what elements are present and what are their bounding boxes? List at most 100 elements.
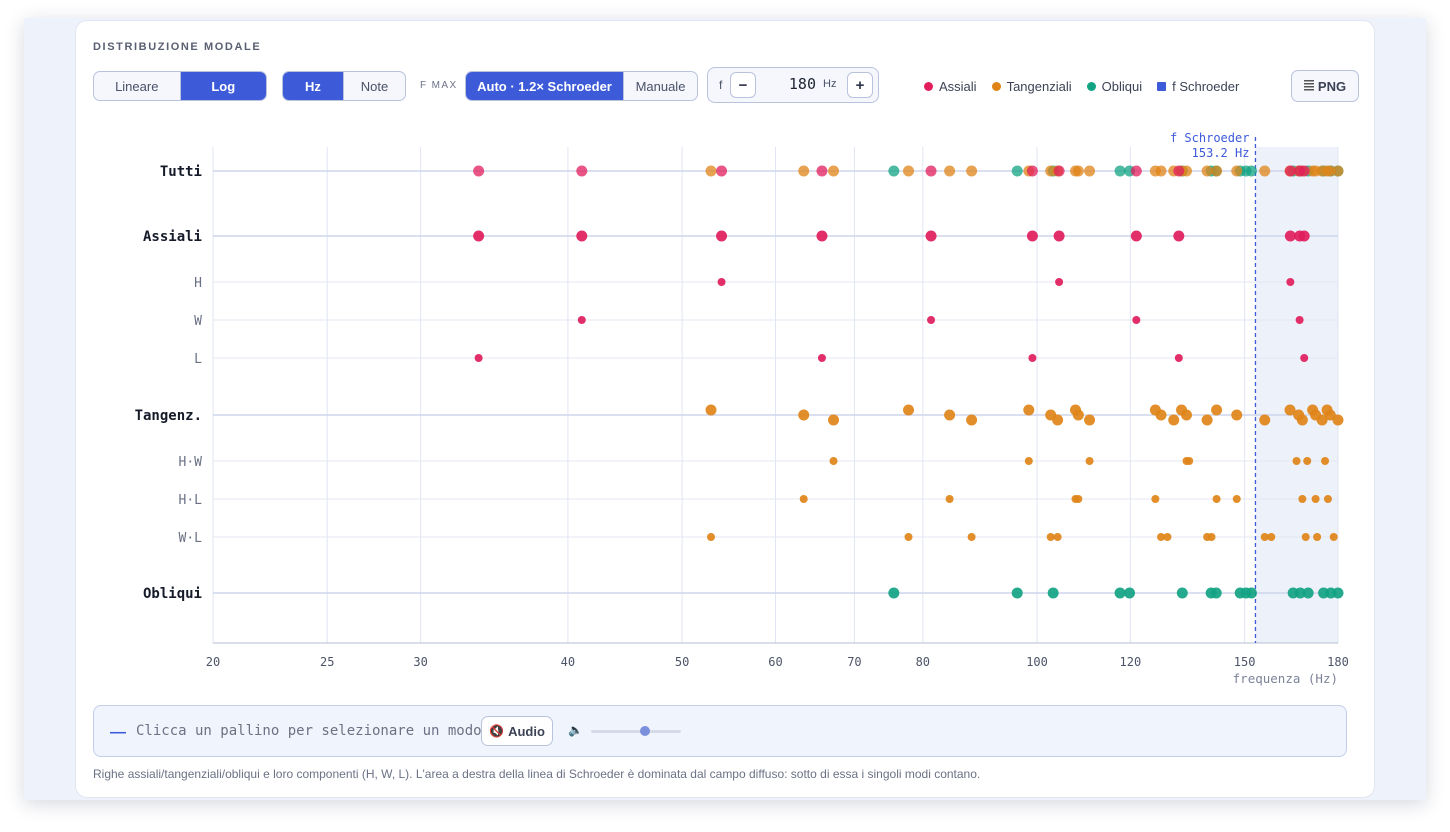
component-point	[1300, 354, 1309, 362]
row-label: H	[194, 276, 202, 291]
row-label: Tutti	[160, 164, 202, 180]
mode-point	[1181, 409, 1193, 421]
legend-swatch-oblique	[1086, 82, 1096, 91]
component-point	[1311, 495, 1320, 503]
all-modes-point	[1114, 165, 1126, 177]
component-point	[474, 354, 483, 362]
mode-point	[1294, 587, 1306, 599]
all-modes-point	[1211, 165, 1223, 177]
mode-point	[1332, 414, 1344, 426]
scale-toggle: Lineare Log	[93, 71, 267, 101]
component-point	[1232, 495, 1241, 503]
mode-point	[1114, 587, 1126, 599]
all-modes-point	[888, 165, 900, 177]
mode-point	[1026, 230, 1038, 242]
all-modes-point	[1284, 165, 1296, 177]
all-modes-point	[1201, 165, 1213, 177]
all-modes-point	[473, 165, 485, 177]
scale-log-button[interactable]: Log	[179, 72, 266, 100]
fmax-auto-button[interactable]: Auto · 1.2× Schroeder	[466, 72, 623, 100]
mode-point	[1023, 404, 1035, 416]
component-point	[1267, 533, 1276, 541]
x-tick-label: 25	[320, 655, 334, 669]
row-label: W·L	[179, 531, 203, 546]
x-tick-label: 80	[916, 655, 930, 669]
mode-point	[966, 414, 978, 426]
mode-point	[1316, 414, 1328, 426]
component-point	[1028, 354, 1037, 362]
mode-point	[1245, 587, 1257, 599]
component-point	[1055, 278, 1064, 286]
mode-point	[1011, 587, 1023, 599]
mode-point	[1259, 414, 1271, 426]
legend-label-oblique: Obliqui	[1101, 79, 1143, 94]
legend-item-axial: Assiali	[924, 79, 977, 94]
selection-hint: Clicca un pallino per selezionare un mod…	[136, 723, 482, 739]
mode-point	[1155, 409, 1167, 421]
mode-point	[716, 230, 728, 242]
component-point	[799, 495, 808, 503]
component-point	[904, 533, 913, 541]
component-point	[817, 354, 826, 362]
volume-slider[interactable]	[591, 730, 681, 733]
all-modes-point	[1026, 165, 1038, 177]
component-point	[1046, 533, 1055, 541]
mode-point	[473, 230, 485, 242]
selection-bar: — Clicca un pallino per selezionare un m…	[93, 705, 1347, 757]
legend-label-schroeder: f Schroeder	[1172, 79, 1240, 94]
x-tick-label: 40	[561, 655, 575, 669]
row-label: Tangenz.	[135, 408, 202, 424]
fmax-manual-button[interactable]: Manuale	[623, 72, 697, 100]
volume-slider-knob[interactable]	[640, 726, 650, 736]
component-point	[1074, 495, 1083, 503]
all-modes-point	[1298, 165, 1310, 177]
all-modes-point	[1259, 165, 1271, 177]
all-modes-point	[1231, 165, 1243, 177]
mode-point	[1047, 587, 1059, 599]
mode-point	[1211, 404, 1223, 416]
freq-decrement-button[interactable]: −	[730, 72, 756, 98]
component-point	[577, 316, 586, 324]
component-point	[967, 533, 976, 541]
component-point	[829, 457, 838, 465]
mode-point	[1072, 409, 1084, 421]
freq-label: f	[719, 78, 723, 92]
mode-point	[1284, 404, 1296, 416]
unit-note-button[interactable]: Note	[343, 72, 405, 100]
all-modes-point	[903, 165, 915, 177]
component-point	[1298, 495, 1307, 503]
legend-item-oblique: Obliqui	[1086, 79, 1143, 94]
export-png-button[interactable]: PNG	[1291, 70, 1359, 102]
component-point	[1323, 495, 1332, 503]
component-point	[1157, 533, 1166, 541]
x-tick-label: 120	[1120, 655, 1142, 669]
mode-point	[1052, 414, 1064, 426]
unit-toggle: Hz Note	[282, 71, 406, 101]
component-point	[717, 278, 726, 286]
x-tick-label: 20	[206, 655, 220, 669]
all-modes-point	[798, 165, 810, 177]
scale-linear-button[interactable]: Lineare	[115, 78, 159, 94]
freq-value[interactable]: 180	[788, 75, 816, 93]
component-point	[1212, 495, 1221, 503]
mode-point	[1332, 587, 1344, 599]
component-point	[1260, 533, 1269, 541]
audio-button[interactable]: 🔇 Audio	[481, 716, 553, 746]
mode-point	[798, 409, 810, 421]
row-label: H·W	[179, 455, 203, 470]
export-png-label: PNG	[1317, 78, 1347, 94]
freq-increment-button[interactable]: +	[847, 72, 873, 98]
component-point	[1295, 316, 1304, 324]
mode-point	[1284, 230, 1296, 242]
all-modes-point	[925, 165, 937, 177]
mode-point	[1231, 409, 1243, 421]
x-tick-label: 30	[413, 655, 427, 669]
mode-point	[1053, 230, 1065, 242]
mode-point	[1298, 230, 1310, 242]
unit-hz-button[interactable]: Hz	[283, 72, 343, 100]
all-modes-point	[1084, 165, 1096, 177]
volume-icon: 🔈	[568, 723, 583, 737]
x-tick-label: 150	[1234, 655, 1256, 669]
all-modes-point	[576, 165, 588, 177]
component-point	[1053, 533, 1062, 541]
